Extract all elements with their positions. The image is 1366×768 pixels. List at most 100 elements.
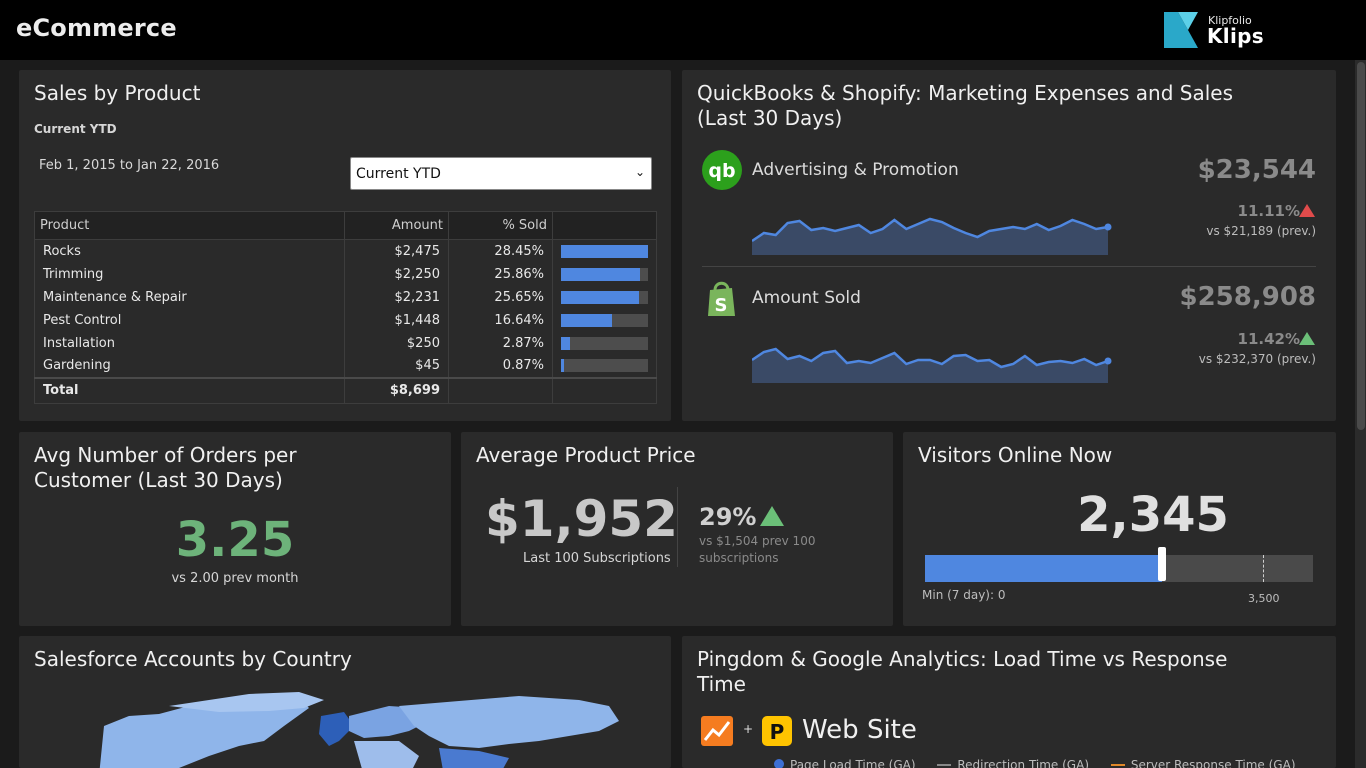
metric-prev-advertising: vs $21,189 (prev.) [1206, 224, 1316, 238]
column-header-bar [552, 211, 657, 240]
product-amount: $2,250 [344, 262, 449, 286]
visitors-target-label: 3,500 [1248, 592, 1280, 605]
svg-text:S: S [715, 295, 728, 316]
product-amount: $1,448 [344, 308, 449, 332]
product-amount: $2,475 [344, 239, 449, 263]
metric-value-advertising: $23,544 [1197, 155, 1316, 185]
world-map[interactable] [99, 686, 619, 768]
product-bar-cell [552, 262, 657, 286]
avg-orders-value: 3.25 [175, 512, 295, 568]
sales-by-product-panel: Sales by Product Current YTD Feb 1, 2015… [19, 70, 671, 421]
table-header-row: Product Amount % Sold [34, 211, 657, 240]
scrollbar-thumb[interactable] [1357, 62, 1365, 430]
visitors-online-panel: Visitors Online Now 2,345 Min (7 day): 0… [903, 432, 1336, 626]
table-row: Installation $250 2.87% [34, 331, 657, 355]
klipfolio-logo[interactable]: Klipfolio Klips [1164, 10, 1264, 50]
table-row: Gardening $45 0.87% [34, 354, 657, 378]
top-bar: eCommerce Klipfolio Klips [0, 0, 1366, 60]
product-bar-fill [561, 290, 640, 304]
product-bar-cell [552, 285, 657, 309]
panel-title-line2: (Last 30 Days) [697, 106, 843, 130]
metric-prev-amount-sold: vs $232,370 (prev.) [1198, 352, 1316, 366]
map-region-uk [319, 712, 354, 746]
total-pct-cell [448, 376, 553, 404]
total-amount: $8,699 [344, 376, 449, 404]
panel-title: Visitors Online Now [918, 443, 1113, 467]
triangle-up-green-icon [760, 506, 784, 526]
table-row: Pest Control $1,448 16.64% [34, 308, 657, 332]
avg-product-price-panel: Average Product Price $1,952 Last 100 Su… [461, 432, 893, 626]
product-bar-track [561, 359, 648, 372]
sparkline-advertising [752, 217, 1112, 255]
map-region-middle-east [439, 748, 509, 768]
product-bar-fill [561, 336, 570, 350]
select-value: Current YTD [356, 166, 441, 182]
sales-table: Product Amount % Sold Rocks $2,475 28.45% T… [34, 211, 657, 404]
map-region-north-america [99, 696, 309, 768]
metric-value-amount-sold: $258,908 [1179, 282, 1316, 312]
divider [702, 266, 1316, 267]
table-row: Maintenance & Repair $2,231 25.65% [34, 285, 657, 309]
svg-text:P: P [770, 720, 785, 744]
map-region-africa [354, 741, 419, 768]
triangle-up-red-icon [1299, 204, 1315, 217]
product-name: Rocks [34, 239, 345, 263]
visitors-gauge-fill [925, 555, 1162, 582]
klips-logo-icon [1164, 12, 1198, 48]
visitors-gauge-track [925, 547, 1313, 582]
product-pct-sold: 16.64% [448, 308, 553, 332]
quickbooks-icon: qb [702, 150, 742, 190]
visitors-value: 2,345 [1077, 487, 1229, 543]
price-prev-line1: vs $1,504 prev 100 [699, 534, 816, 548]
sparkline-line [752, 347, 1109, 369]
product-bar-cell [552, 331, 657, 355]
product-bar-fill [561, 267, 641, 281]
product-bar-fill [561, 313, 612, 327]
total-row: Total $8,699 [34, 376, 657, 404]
quickbooks-shopify-panel: QuickBooks & Shopify: Marketing Expenses… [682, 70, 1336, 421]
dashboard-title: eCommerce [16, 14, 177, 42]
panel-title: Salesforce Accounts by Country [34, 647, 352, 671]
panel-title-line1: Pingdom & Google Analytics: Load Time vs… [697, 647, 1228, 671]
google-analytics-icon [701, 716, 733, 746]
product-name: Maintenance & Repair [34, 285, 345, 309]
product-amount: $2,231 [344, 285, 449, 309]
product-pct-sold: 25.65% [448, 285, 553, 309]
total-label: Total [34, 376, 345, 404]
date-range: Feb 1, 2015 to Jan 22, 2016 [39, 158, 220, 173]
panel-title: Average Product Price [476, 443, 696, 467]
avg-orders-caption: vs 2.00 prev month [171, 571, 299, 586]
column-header-product[interactable]: Product [34, 211, 345, 240]
product-bar-cell [552, 354, 657, 378]
column-header-pct-sold[interactable]: % Sold [448, 211, 553, 240]
total-bar-cell [552, 376, 657, 404]
column-header-amount[interactable]: Amount [344, 211, 449, 240]
sparkline-last-point [1104, 223, 1112, 231]
price-change: 29% [699, 503, 757, 531]
product-bar-track [561, 244, 648, 258]
brand-small-text: Klipfolio [1208, 14, 1252, 27]
metric-label-advertising: Advertising & Promotion [752, 160, 959, 180]
legend-redirection: Redirection Time (GA) [957, 758, 1089, 768]
sparkline-line [752, 217, 1109, 243]
product-pct-sold: 28.45% [448, 239, 553, 263]
product-name: Gardening [34, 354, 345, 378]
panel-title-line2: Customer (Last 30 Days) [34, 468, 283, 492]
product-name: Trimming [34, 262, 345, 286]
visitors-gauge-marker [1157, 547, 1166, 581]
metric-change-amount-sold: 11.42% [1237, 330, 1300, 348]
triangle-up-green-icon [1299, 332, 1315, 345]
metric-label-amount-sold: Amount Sold [752, 288, 861, 308]
product-bar-cell [552, 239, 657, 263]
product-pct-sold: 0.87% [448, 354, 553, 378]
visitors-min-label: Min (7 day): 0 [922, 588, 1006, 602]
period-label: Current YTD [34, 122, 117, 136]
product-name: Pest Control [34, 308, 345, 332]
sparkline-amount-sold [752, 347, 1112, 383]
product-bar-cell [552, 308, 657, 332]
legend-marker-redirection [937, 764, 952, 766]
table-row: Rocks $2,475 28.45% [34, 239, 657, 263]
svg-text:qb: qb [708, 160, 735, 182]
period-select[interactable]: Current YTD ⌄ [350, 157, 652, 190]
price-prev-line2: subscriptions [699, 551, 779, 565]
